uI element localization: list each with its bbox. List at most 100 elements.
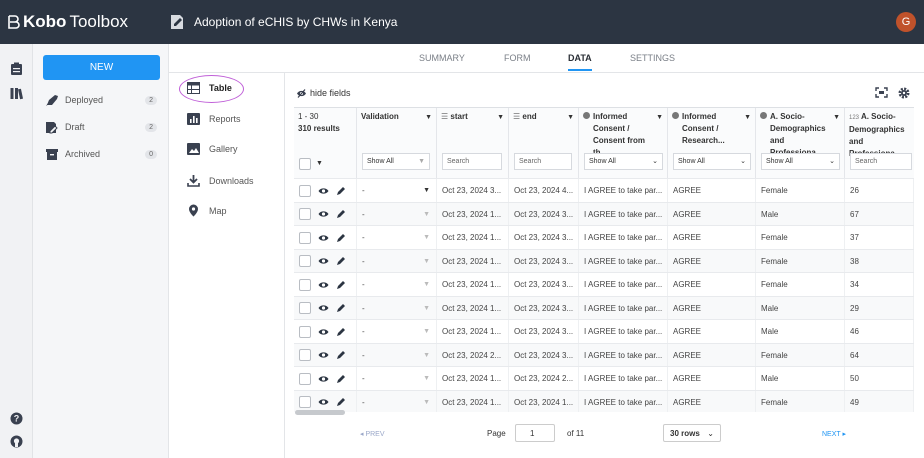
edit-pencil-icon[interactable] — [336, 303, 346, 313]
view-eye-icon[interactable] — [318, 398, 329, 406]
view-eye-icon[interactable] — [318, 234, 329, 242]
projects-icon[interactable] — [10, 62, 23, 76]
tab-settings[interactable]: SETTINGS — [630, 53, 676, 63]
subnav-reports[interactable]: Reports — [187, 113, 241, 125]
row-checkbox[interactable] — [299, 255, 311, 267]
row-checkbox[interactable] — [299, 208, 311, 220]
help-icon[interactable]: ? — [10, 412, 23, 425]
row-checkbox[interactable] — [299, 349, 311, 361]
view-eye-icon[interactable] — [318, 328, 329, 336]
validation-dropdown-icon[interactable]: ▼ — [423, 375, 430, 382]
validation-dropdown-icon[interactable]: ▼ — [423, 210, 430, 218]
validation-dropdown-icon[interactable]: ▼ — [423, 234, 430, 241]
fullscreen-icon[interactable] — [875, 87, 888, 98]
row-checkbox[interactable] — [299, 231, 311, 244]
caret-down-icon[interactable]: ▼ — [316, 160, 323, 167]
edit-pencil-icon[interactable] — [336, 374, 346, 384]
validation-dropdown-icon[interactable]: ▼ — [423, 328, 430, 335]
header-start[interactable]: ☰ start ▼ Search — [437, 108, 509, 178]
row-checkbox[interactable] — [299, 325, 311, 338]
cell-validation[interactable]: - ▼ — [357, 249, 437, 273]
sort-caret-icon[interactable]: ▼ — [497, 114, 504, 121]
row-checkbox[interactable] — [299, 278, 311, 291]
header-validation[interactable]: Validation ▼ Show All ▼ — [357, 108, 437, 178]
subnav-map[interactable]: Map — [187, 204, 227, 217]
tab-data[interactable]: DATA — [568, 53, 592, 71]
tab-form[interactable]: FORM — [504, 53, 531, 63]
edit-pencil-icon[interactable] — [336, 186, 346, 196]
header-consent[interactable]: Informed Consent / Consent from th... ▼ S… — [579, 108, 668, 178]
validation-filter[interactable]: Show All ▼ — [362, 153, 430, 170]
sort-caret-icon[interactable]: ▼ — [567, 114, 574, 121]
edit-pencil-icon[interactable] — [336, 327, 346, 337]
validation-dropdown-icon[interactable]: ▼ — [423, 351, 430, 359]
start-search-input[interactable]: Search — [442, 153, 502, 170]
row-checkbox[interactable] — [299, 302, 311, 314]
subnav-downloads[interactable]: Downloads — [187, 174, 254, 187]
library-icon[interactable] — [10, 87, 23, 100]
row-checkbox[interactable] — [299, 396, 311, 408]
cell-validation[interactable]: - ▼ — [357, 296, 437, 320]
sort-caret-icon[interactable]: ▼ — [744, 114, 751, 121]
github-icon[interactable] — [10, 435, 23, 448]
gear-icon[interactable] — [898, 87, 910, 99]
sidebar-item-archived[interactable]: Archived 0 — [45, 146, 157, 162]
view-eye-icon[interactable] — [318, 187, 329, 195]
project-title[interactable]: Adoption of eCHIS by CHWs in Kenya — [194, 15, 398, 29]
gallery-icon — [187, 143, 200, 155]
consent-filter[interactable]: Show All ⌄ — [584, 153, 663, 170]
validation-dropdown-icon[interactable]: ▼ — [423, 257, 430, 265]
edit-pencil-icon[interactable] — [336, 280, 346, 290]
user-avatar[interactable]: G — [896, 12, 916, 32]
socio-gender-filter[interactable]: Show All ⌄ — [761, 153, 840, 170]
header-socio-gender[interactable]: A. Socio-Demographics and Professiona...… — [756, 108, 845, 178]
row-checkbox[interactable] — [299, 372, 311, 385]
validation-dropdown-icon[interactable]: ▼ — [423, 187, 430, 194]
hide-fields-button[interactable]: hide fields — [296, 88, 351, 98]
view-eye-icon[interactable] — [318, 210, 329, 218]
edit-pencil-icon[interactable] — [336, 209, 346, 219]
kobotoolbox-logo[interactable]: Kobo Toolbox — [6, 12, 156, 32]
header-socio-age[interactable]: 123 A. Socio-Demographics and Profession… — [845, 108, 914, 178]
subnav-gallery[interactable]: Gallery — [187, 143, 238, 155]
cell-validation[interactable]: - ▼ — [357, 367, 437, 390]
edit-pencil-icon[interactable] — [336, 397, 346, 407]
sidebar-item-deployed[interactable]: Deployed 2 — [45, 92, 157, 108]
edit-pencil-icon[interactable] — [336, 256, 346, 266]
cell-validation[interactable]: - ▼ — [357, 343, 437, 367]
new-project-button[interactable]: NEW — [43, 55, 160, 80]
cell-validation[interactable]: - ▼ — [357, 390, 437, 412]
sidebar-item-draft[interactable]: Draft 2 — [45, 119, 157, 135]
validation-dropdown-icon[interactable]: ▼ — [423, 281, 430, 288]
rows-per-page-select[interactable]: 30 rows ⌄ — [663, 424, 721, 442]
cell-validation[interactable]: - ▼ — [357, 273, 437, 296]
next-page-button[interactable]: NEXT ▸ — [822, 431, 847, 438]
informed-filter[interactable]: Show All ⌄ — [673, 153, 751, 170]
cell-validation[interactable]: - ▼ — [357, 179, 437, 202]
view-eye-icon[interactable] — [318, 351, 329, 359]
edit-pencil-icon[interactable] — [336, 350, 346, 360]
view-eye-icon[interactable] — [318, 375, 329, 383]
cell-validation[interactable]: - ▼ — [357, 226, 437, 249]
validation-dropdown-icon[interactable]: ▼ — [423, 304, 430, 312]
prev-page-button[interactable]: ◂ PREV — [360, 431, 385, 438]
header-end[interactable]: ☰ end ▼ Search — [509, 108, 579, 178]
view-eye-icon[interactable] — [318, 281, 329, 289]
row-checkbox[interactable] — [299, 184, 311, 197]
cell-validation[interactable]: - ▼ — [357, 202, 437, 226]
header-informed[interactable]: Informed Consent / Research... ▼ Show All… — [668, 108, 756, 178]
sort-caret-icon[interactable]: ▼ — [425, 114, 432, 121]
sort-caret-icon[interactable]: ▼ — [656, 114, 663, 121]
socio-age-search-input[interactable]: Search — [850, 153, 912, 170]
cell-validation[interactable]: - ▼ — [357, 320, 437, 343]
end-search-input[interactable]: Search — [514, 153, 572, 170]
sort-caret-icon[interactable]: ▼ — [833, 114, 840, 121]
page-number-input[interactable]: 1 — [515, 424, 555, 442]
view-eye-icon[interactable] — [318, 257, 329, 265]
edit-pencil-icon[interactable] — [336, 233, 346, 243]
validation-dropdown-icon[interactable]: ▼ — [423, 398, 430, 406]
horizontal-scrollbar[interactable] — [295, 410, 345, 415]
select-all-checkbox[interactable] — [299, 158, 311, 170]
view-eye-icon[interactable] — [318, 304, 329, 312]
tab-summary[interactable]: SUMMARY — [419, 53, 465, 63]
